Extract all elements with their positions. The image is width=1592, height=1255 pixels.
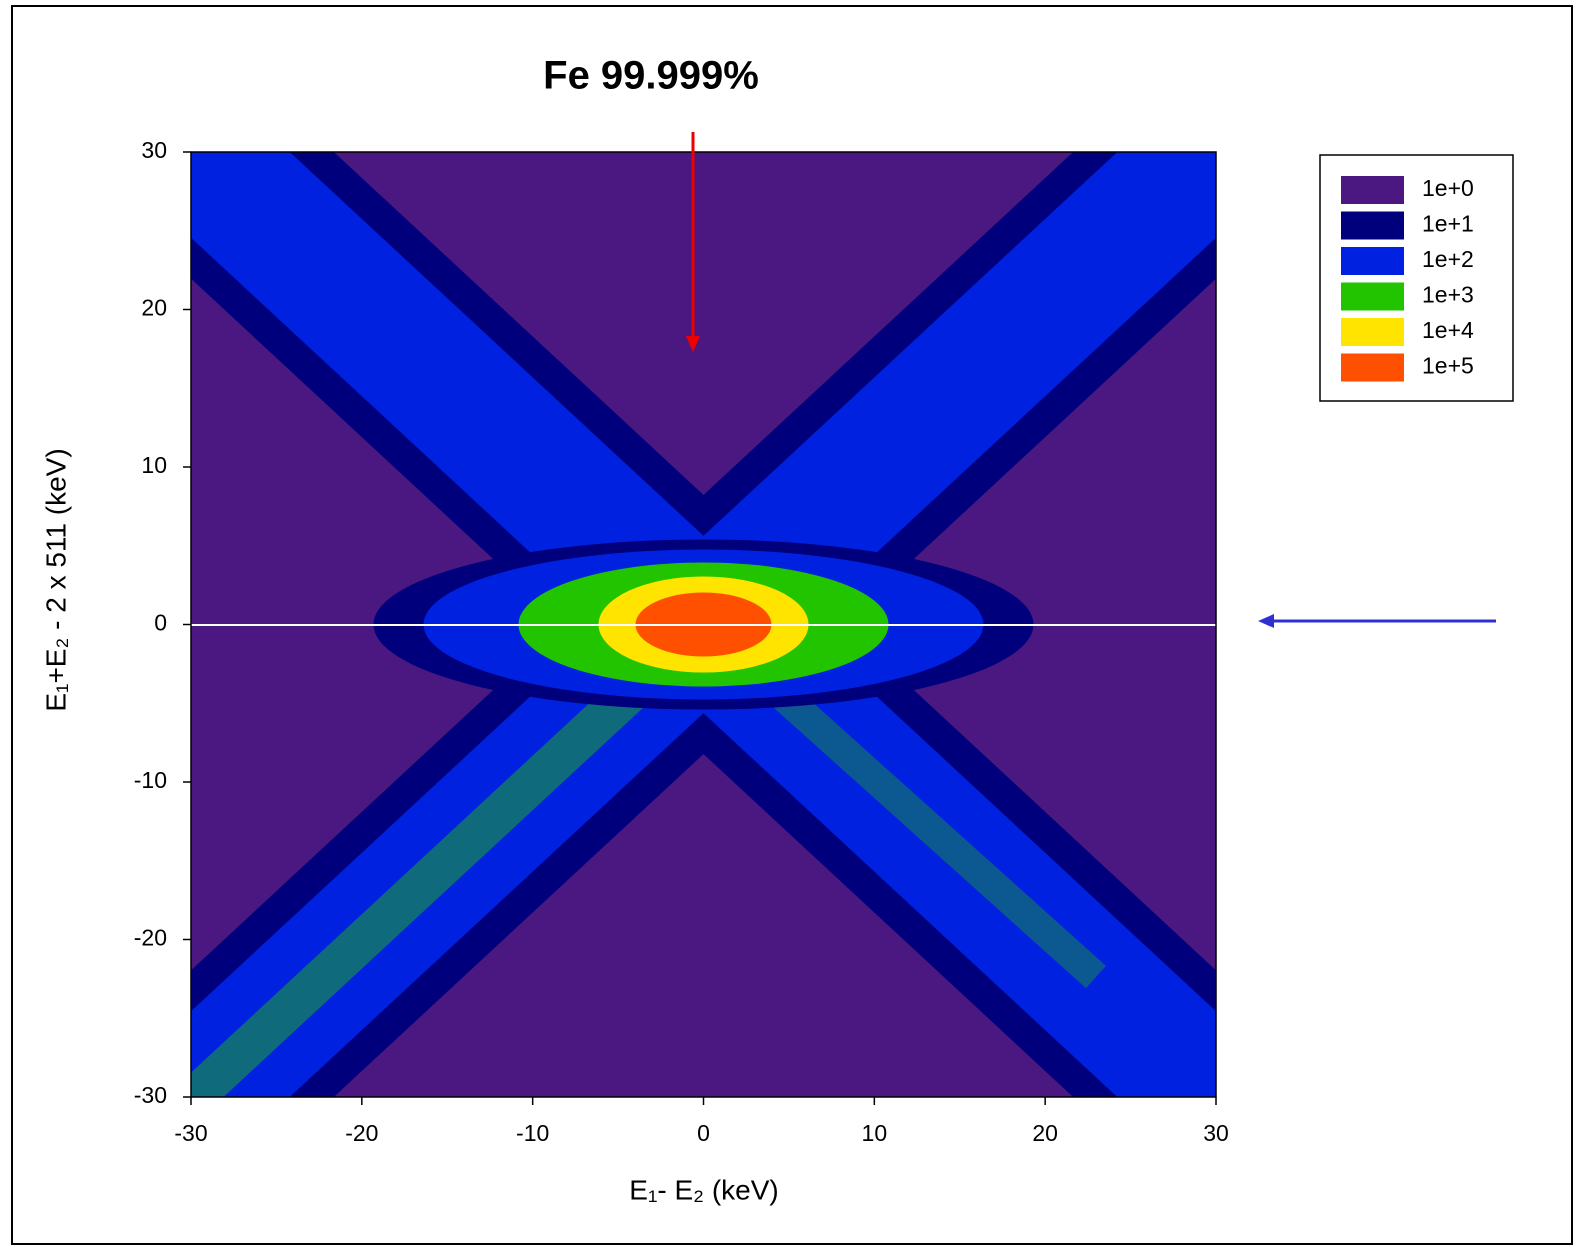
x-tick-label: 30 bbox=[1203, 1120, 1229, 1146]
legend-swatch bbox=[1341, 247, 1404, 275]
legend-label: 1e+5 bbox=[1422, 353, 1474, 379]
y-tick-label: 0 bbox=[154, 610, 167, 636]
legend-label: 1e+0 bbox=[1422, 175, 1474, 201]
legend-label: 1e+2 bbox=[1422, 246, 1474, 272]
legend-swatch bbox=[1341, 176, 1404, 204]
legend-swatch bbox=[1341, 353, 1404, 382]
contour-region bbox=[191, 609, 718, 1097]
red-arrow bbox=[686, 132, 700, 352]
legend-swatch bbox=[1341, 318, 1404, 346]
y-axis-label: E₁+E₂ - 2 x 511 (keV) bbox=[40, 448, 71, 711]
y-tick-label: 10 bbox=[141, 452, 167, 478]
y-tick-label: -10 bbox=[134, 767, 167, 793]
x-tick-label: 0 bbox=[697, 1120, 710, 1146]
legend-swatch bbox=[1341, 282, 1404, 311]
chart-title: Fe 99.999% bbox=[543, 54, 759, 98]
x-tick-label: 10 bbox=[862, 1120, 888, 1146]
legend-label: 1e+3 bbox=[1422, 282, 1474, 308]
legend-label: 1e+4 bbox=[1422, 317, 1474, 343]
x-tick-label: -20 bbox=[345, 1120, 378, 1146]
y-tick-label: 20 bbox=[141, 295, 167, 321]
y-tick-label: 30 bbox=[141, 137, 167, 163]
legend-label: 1e+1 bbox=[1422, 211, 1474, 237]
x-tick-label: 20 bbox=[1032, 1120, 1058, 1146]
blue-arrow bbox=[1258, 614, 1496, 628]
x-axis-label: E₁- E₂ (keV) bbox=[629, 1174, 778, 1205]
frame bbox=[11, 5, 1573, 1245]
x-tick-label: -10 bbox=[516, 1120, 549, 1146]
y-tick-label: -20 bbox=[134, 925, 167, 951]
legend-swatch bbox=[1341, 211, 1404, 240]
y-tick-label: -30 bbox=[134, 1082, 167, 1108]
x-tick-label: -30 bbox=[174, 1120, 207, 1146]
